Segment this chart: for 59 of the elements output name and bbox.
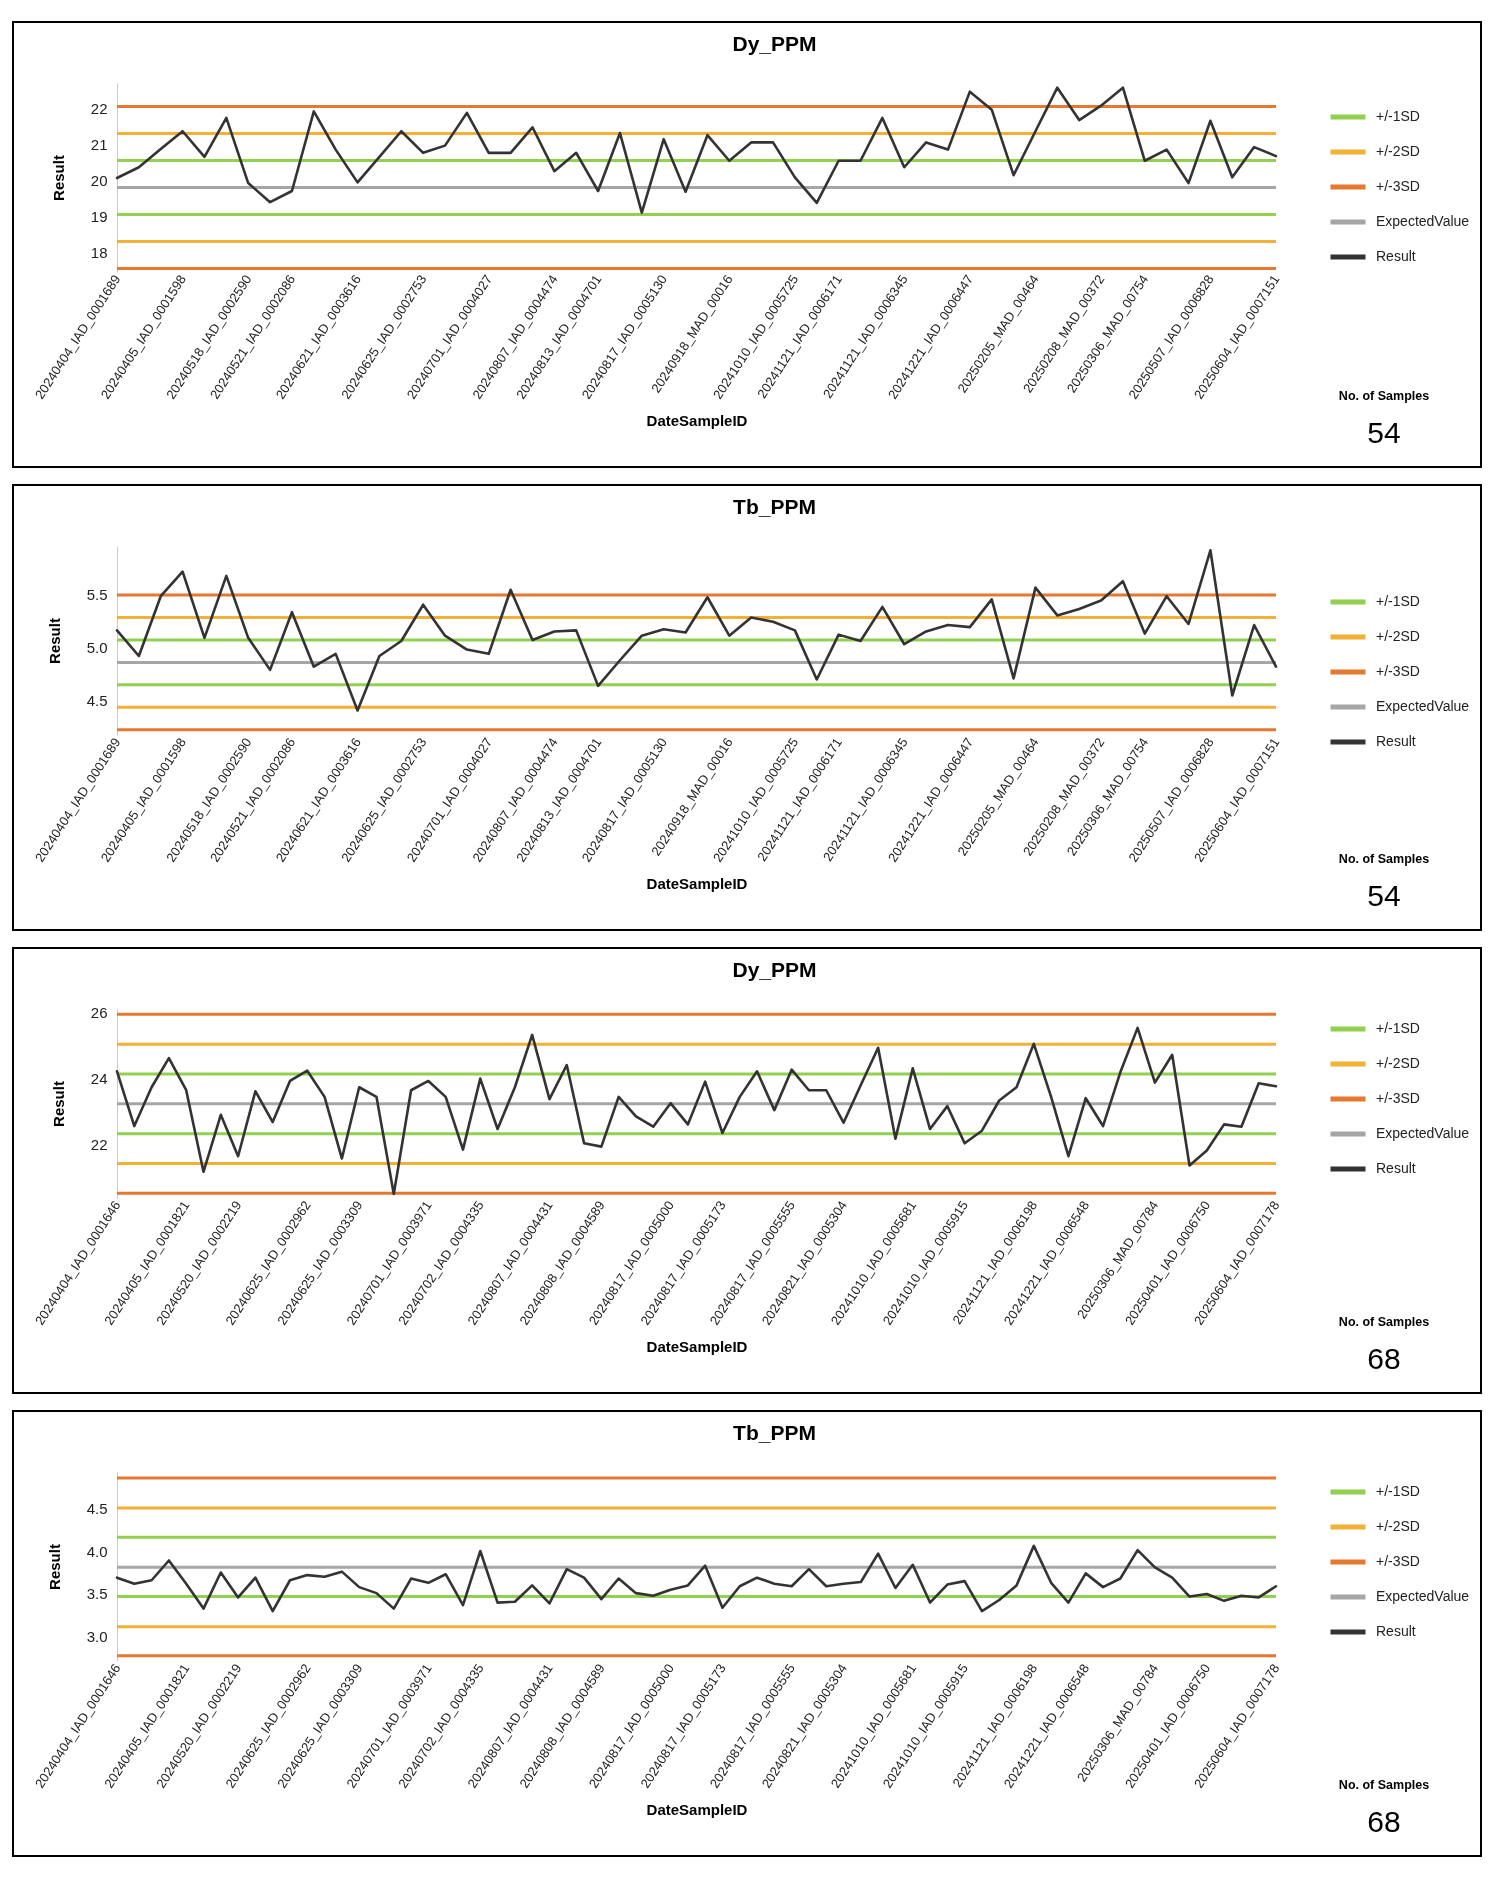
legend-label: ExpectedValue <box>1376 1125 1470 1141</box>
y-tick-label: 3.5 <box>86 1585 108 1603</box>
y-axis-title: Result <box>45 1544 63 1590</box>
y-tick-label: 4.5 <box>86 1499 108 1517</box>
text: No. of Samples <box>1338 389 1430 403</box>
y-axis-title: Result <box>45 618 63 664</box>
line-series <box>115 1026 1278 1196</box>
legend-label: +/-1SD <box>1376 1020 1420 1036</box>
y-tick-label: 18 <box>90 243 108 261</box>
y-tick-label: 3.0 <box>86 1628 108 1646</box>
y-tick-label: 5.5 <box>86 585 108 603</box>
legend-label: +/-3SD <box>1376 1553 1420 1569</box>
chart-title: Dy_PPM <box>732 958 817 981</box>
line-series <box>115 1544 1278 1613</box>
chart-title: Tb_PPM <box>733 495 816 518</box>
y-tick-label: 22 <box>90 99 108 117</box>
legend-label: ExpectedValue <box>1376 213 1470 229</box>
text: 54 <box>1367 416 1401 449</box>
y-axis-title: Result <box>49 155 67 201</box>
text: 54 <box>1367 879 1401 912</box>
legend-label: Result <box>1376 733 1416 749</box>
text: 68 <box>1367 1342 1401 1375</box>
text: No. of Samples <box>1338 1315 1430 1329</box>
chart-title: Tb_PPM <box>733 1421 816 1444</box>
legend-label: ExpectedValue <box>1376 698 1470 714</box>
x-axis-title: DateSampleID <box>646 1337 748 1355</box>
y-tick-label: 19 <box>90 207 108 225</box>
y-tick-label: 22 <box>90 1136 108 1154</box>
y-axis-title: Result <box>49 1081 67 1127</box>
text: No. of Samples <box>1338 1778 1430 1792</box>
y-tick-label: 21 <box>90 135 108 153</box>
legend-label: +/-1SD <box>1376 108 1420 124</box>
legend-label: +/-1SD <box>1376 593 1420 609</box>
y-tick-label: 5.0 <box>86 638 108 656</box>
text: No. of Samples <box>1338 852 1430 866</box>
y-tick-label: 20 <box>90 171 108 189</box>
legend-label: +/-3SD <box>1376 1090 1420 1106</box>
legend-label: +/-2SD <box>1376 1518 1420 1534</box>
legend-label: +/-1SD <box>1376 1483 1420 1499</box>
y-tick-label: 24 <box>90 1070 108 1088</box>
x-axis-title: DateSampleID <box>646 1800 748 1818</box>
x-axis-title: DateSampleID <box>646 874 748 892</box>
legend-label: ExpectedValue <box>1376 1588 1470 1604</box>
line-series <box>115 548 1278 712</box>
legend-label: Result <box>1376 248 1416 264</box>
y-tick-label: 26 <box>90 1003 108 1021</box>
y-tick-label: 4.5 <box>86 692 108 710</box>
legend-label: +/-3SD <box>1376 663 1420 679</box>
legend-label: Result <box>1376 1160 1416 1176</box>
legend-label: +/-3SD <box>1376 178 1420 194</box>
x-axis-title: DateSampleID <box>646 411 748 429</box>
legend-label: +/-2SD <box>1376 628 1420 644</box>
y-tick-label: 4.0 <box>86 1542 108 1560</box>
legend-label: +/-2SD <box>1376 1055 1420 1071</box>
legend-label: +/-2SD <box>1376 143 1420 159</box>
text: 68 <box>1367 1805 1401 1838</box>
line-series <box>115 86 1278 214</box>
chart-title: Dy_PPM <box>732 32 817 55</box>
legend-label: Result <box>1376 1623 1416 1639</box>
